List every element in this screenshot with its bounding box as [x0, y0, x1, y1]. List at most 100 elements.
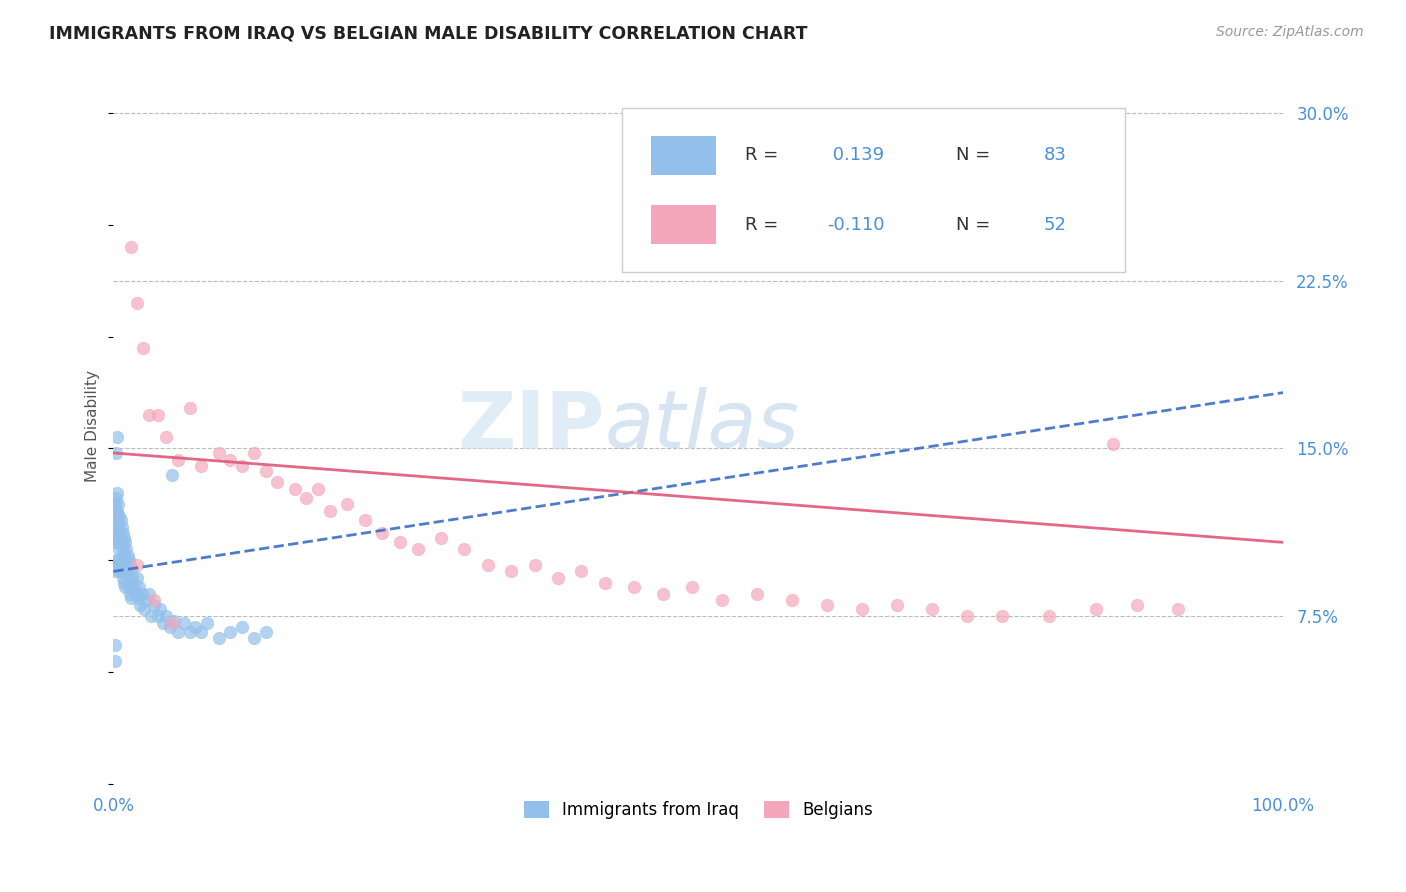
Point [681, 580, 703, 594]
Point [135, 593, 157, 607]
Point [132, 602, 155, 616]
Point [121, 569, 143, 583]
Text: 83: 83 [1043, 146, 1066, 164]
Text: 52: 52 [1043, 216, 1066, 234]
Point [1167, 602, 1189, 616]
Point [120, 591, 142, 606]
Text: 0.139: 0.139 [827, 146, 884, 164]
Point [127, 591, 149, 606]
Point [104, 565, 127, 579]
Point [190, 459, 212, 474]
Point [118, 580, 141, 594]
Point [105, 558, 128, 572]
Point [266, 475, 288, 489]
Point [921, 602, 943, 616]
Point [231, 459, 253, 474]
Point [815, 598, 838, 612]
Text: ZIP: ZIP [457, 387, 605, 465]
Point [710, 593, 733, 607]
Point [111, 571, 134, 585]
Point [501, 565, 523, 579]
Point [110, 531, 132, 545]
Text: R =: R = [745, 216, 785, 234]
Point [184, 620, 207, 634]
Point [120, 562, 142, 576]
Point [173, 615, 195, 630]
Point [652, 587, 675, 601]
Text: N =: N = [956, 146, 995, 164]
Point [111, 565, 134, 579]
Point [991, 609, 1014, 624]
Point [1126, 598, 1149, 612]
Point [115, 565, 138, 579]
Point [166, 624, 188, 639]
Text: N =: N = [956, 216, 995, 234]
Point [231, 620, 253, 634]
Point [208, 446, 231, 460]
Point [108, 565, 131, 579]
Text: atlas: atlas [605, 387, 800, 465]
Point [108, 542, 131, 557]
Point [139, 609, 162, 624]
Point [453, 542, 475, 557]
Point [125, 571, 148, 585]
Point [111, 542, 134, 557]
Point [159, 620, 181, 634]
Point [146, 609, 169, 624]
Point [336, 497, 359, 511]
Point [107, 553, 129, 567]
Point [125, 587, 148, 601]
Point [104, 513, 127, 527]
Point [107, 531, 129, 545]
Point [110, 558, 132, 572]
Point [155, 430, 177, 444]
Point [111, 535, 134, 549]
Point [118, 558, 141, 572]
Point [1038, 609, 1060, 624]
Point [219, 452, 242, 467]
Point [107, 513, 129, 527]
Point [105, 535, 128, 549]
Point [547, 571, 569, 585]
Point [125, 558, 148, 572]
Point [104, 497, 127, 511]
Point [243, 632, 266, 646]
Point [122, 575, 145, 590]
FancyBboxPatch shape [623, 108, 1125, 272]
Point [149, 602, 172, 616]
Point [143, 593, 166, 607]
Point [477, 558, 499, 572]
Point [117, 549, 139, 563]
Point [430, 531, 453, 545]
Point [593, 575, 616, 590]
Point [295, 491, 318, 505]
Point [956, 609, 979, 624]
Text: -0.110: -0.110 [827, 216, 884, 234]
Point [105, 504, 128, 518]
Point [104, 654, 127, 668]
Point [112, 575, 135, 590]
Point [851, 602, 873, 616]
Point [104, 491, 127, 505]
Point [1102, 437, 1125, 451]
Point [107, 497, 129, 511]
Point [114, 553, 136, 567]
Point [132, 341, 155, 355]
Point [190, 624, 212, 639]
Point [104, 535, 127, 549]
Point [105, 486, 128, 500]
Point [780, 593, 803, 607]
Point [523, 558, 546, 572]
Point [1084, 602, 1107, 616]
Point [160, 615, 183, 630]
Text: R =: R = [745, 146, 785, 164]
Point [152, 615, 174, 630]
Point [319, 504, 342, 518]
Point [104, 553, 127, 567]
Point [110, 513, 132, 527]
Point [112, 531, 135, 545]
Point [104, 638, 127, 652]
Point [128, 580, 150, 594]
Point [307, 482, 329, 496]
Point [745, 587, 768, 601]
